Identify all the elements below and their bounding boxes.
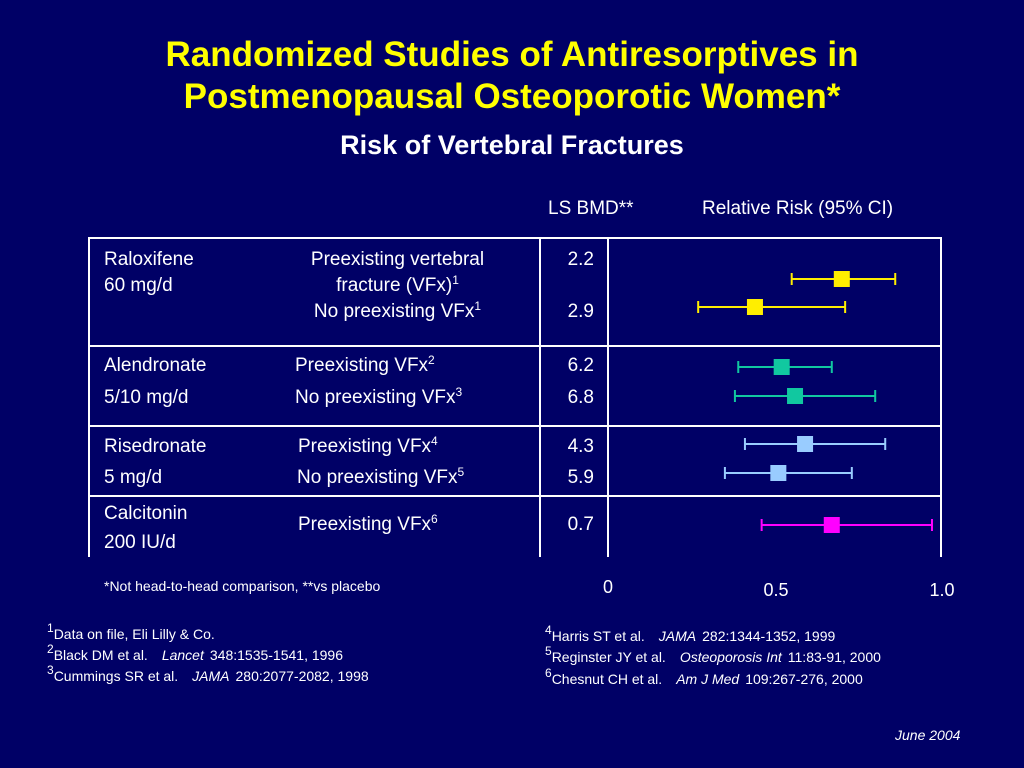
bmd-value: 4.3 [567,436,594,457]
title-line-2: Postmenopausal Osteoporotic Women* [183,77,841,116]
dose-alendronate: 5/10 mg/d [104,387,189,408]
date-stamp: June 2004 [895,727,961,743]
bmd-value: 6.2 [567,355,594,376]
bmd-value: 5.9 [567,467,594,488]
point-estimate-marker [797,436,814,452]
ls-bmd-header: LS BMD** [548,198,634,219]
condition-preexisting: Preexisting VFx2 [295,353,435,376]
reference-1: 1Data on file, Eli Lilly & Co. [47,621,215,642]
bmd-value: 6.8 [567,387,594,408]
condition-no-preexisting: No preexisting VFx3 [295,385,463,408]
bmd-value: 0.7 [567,514,594,535]
drug-calcitonin: Calcitonin [104,503,188,524]
bmd-value: 2.2 [567,249,594,270]
point-estimate-marker [787,388,804,404]
dose-risedronate: 5 mg/d [104,467,163,488]
condition-preexisting-line2: fracture (VFx)1 [336,273,459,296]
point-estimate-marker [770,465,787,481]
reference-4: 4Harris ST et al. JAMA 282:1344-1352, 1999 [545,623,836,644]
relative-risk-header: Relative Risk (95% CI) [702,198,894,219]
point-estimate-marker [746,299,763,315]
condition-preexisting: Preexisting VFx6 [298,512,438,535]
x-tick-label: 1.0 [929,580,955,600]
reference-6: 6Chesnut CH et al. Am J Med 109:267-276, 2… [545,666,863,687]
drug-risedronate: Risedronate [104,436,207,457]
point-estimate-marker [823,517,840,533]
drug-raloxifene: Raloxifene [104,249,194,270]
condition-preexisting: Preexisting VFx4 [298,434,438,457]
subtitle: Risk of Vertebral Fractures [340,130,684,160]
dose-raloxifene: 60 mg/d [104,275,173,296]
point-estimate-marker [833,271,850,287]
condition-preexisting-line1: Preexisting vertebral [310,249,485,270]
condition-no-preexisting: No preexisting VFx5 [297,465,465,488]
condition-no-preexisting: No preexisting VFx1 [313,299,482,322]
reference-5: 5Reginster JY et al. Osteoporosis Int 11:8… [545,644,881,665]
reference-2: 2Black DM et al. Lancet 348:1535-1541, 199… [47,642,343,663]
drug-alendronate: Alendronate [104,355,207,376]
reference-3: 3Cummings SR et al. JAMA 280:2077-2082, 19… [47,663,369,684]
dose-calcitonin: 200 IU/d [104,532,176,553]
x-tick-label: 0 [602,577,613,597]
footnote: *Not head-to-head comparison, **vs place… [104,578,381,594]
point-estimate-marker [773,359,790,375]
title-line-1: Randomized Studies of Antiresorptives in [165,35,859,74]
x-tick-label: 0.5 [763,580,789,600]
bmd-value: 2.9 [567,301,594,322]
